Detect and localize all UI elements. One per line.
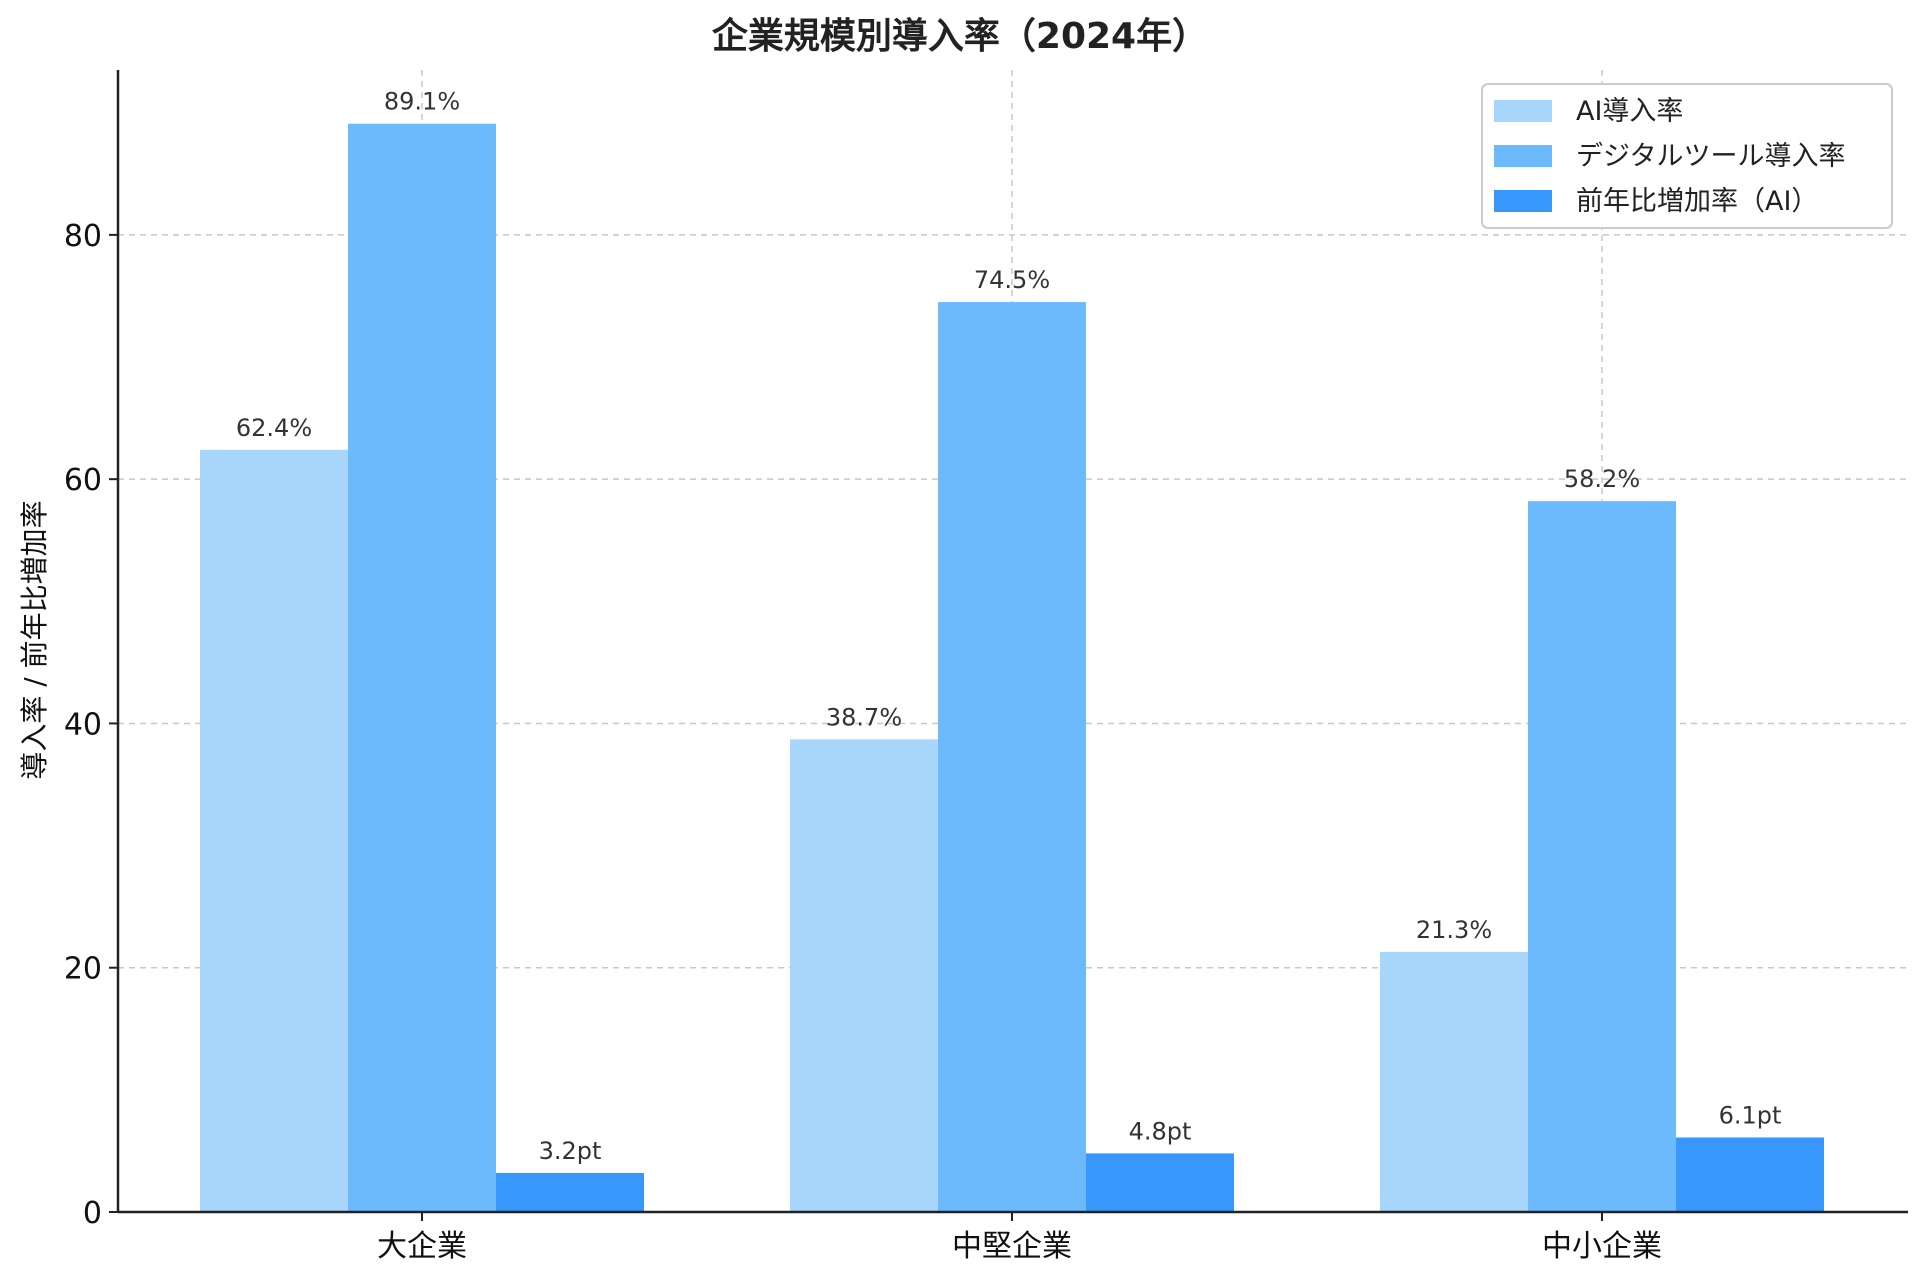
bar-value-label: 89.1% [384,88,460,116]
legend-label: 前年比増加率（AI） [1576,186,1818,217]
y-tick-label: 60 [64,463,102,498]
y-tick-label: 40 [64,707,102,742]
bars [200,123,1824,1213]
bar [1380,951,1528,1212]
bar-value-label: 3.2pt [539,1137,602,1165]
bar-value-label: 74.5% [974,266,1050,294]
bar [348,123,496,1212]
y-tick-label: 0 [83,1196,102,1231]
y-tick-label: 20 [64,952,102,987]
data-labels: 62.4% 89.1% 3.2pt 38.7% 74.5% 4.8pt 21.3% 58.2%… [236,88,1782,1165]
x-tick-label: 中小企業 [1542,1229,1662,1264]
bar [1676,1137,1824,1212]
bar [200,449,348,1212]
bar-value-label: 6.1pt [1719,1101,1782,1129]
y-axis-label: 導入率 / 前年比増加率 [18,500,51,779]
chart-title: 企業規模別導入率（2024年） [712,15,1208,57]
bar [1086,1153,1234,1212]
bar [496,1172,644,1212]
legend-label: デジタルツール導入率 [1576,141,1845,172]
bar-value-label: 62.4% [236,414,312,442]
legend-swatch [1494,100,1552,122]
axes: 0 20 40 60 80 大企業 中堅企業 中小企業 [64,70,1908,1264]
y-tick-label: 80 [64,219,102,254]
bar-value-label: 21.3% [1416,916,1492,944]
legend-swatch [1494,190,1552,212]
bar-value-label: 38.7% [826,703,902,731]
x-tick-label: 中堅企業 [952,1229,1072,1264]
bar [1528,501,1676,1213]
legend-box [1481,83,1893,229]
bar [790,739,938,1212]
legend-label: AI導入率 [1576,96,1683,127]
legend-swatch [1494,145,1552,167]
bar [938,302,1086,1212]
x-tick-label: 大企業 [377,1229,467,1264]
bar-value-label: 4.8pt [1129,1117,1192,1145]
bar-value-label: 58.2% [1564,465,1640,493]
